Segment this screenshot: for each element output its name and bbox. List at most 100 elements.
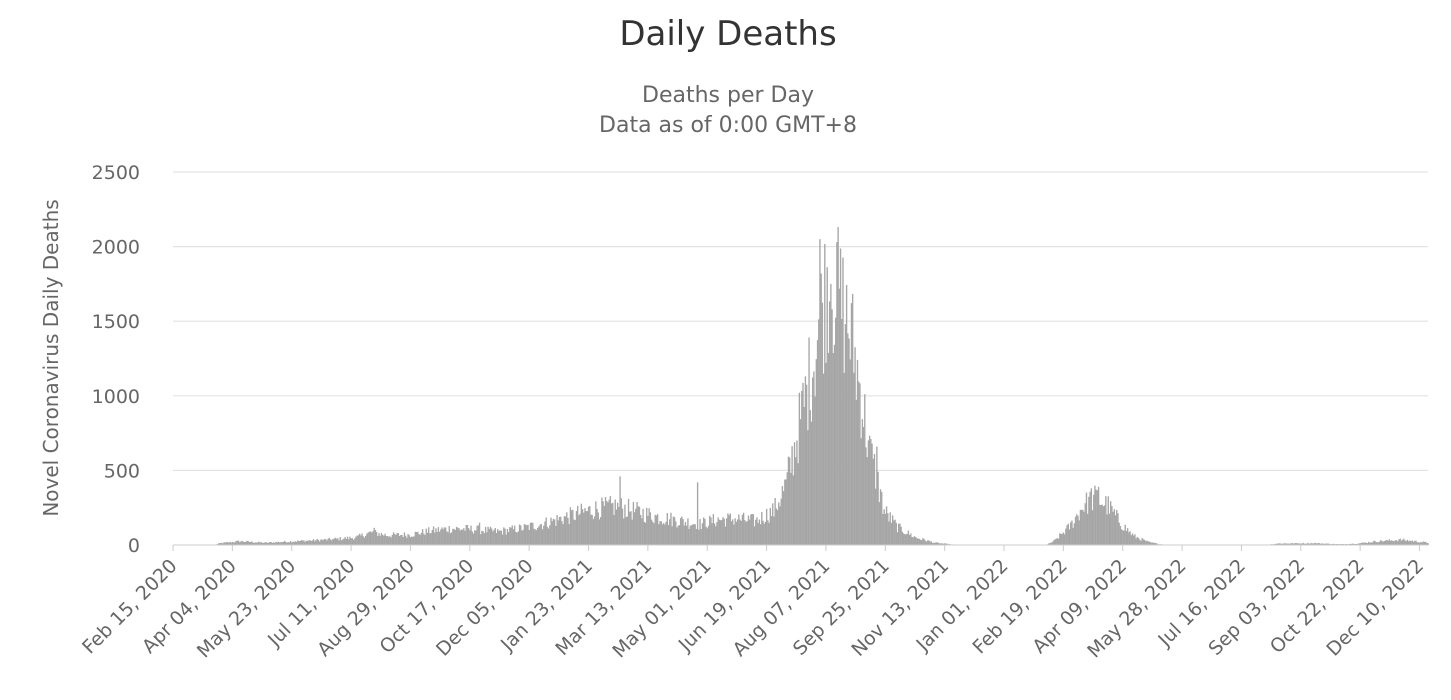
- bar[interactable]: [905, 534, 907, 545]
- bar[interactable]: [1377, 542, 1380, 545]
- bar[interactable]: [283, 540, 286, 545]
- bar[interactable]: [884, 513, 887, 545]
- bar[interactable]: [380, 533, 383, 545]
- bar[interactable]: [654, 514, 656, 545]
- bar[interactable]: [596, 508, 598, 545]
- bar[interactable]: [843, 372, 845, 545]
- bar[interactable]: [246, 540, 248, 545]
- bar[interactable]: [925, 541, 928, 545]
- bar[interactable]: [1054, 539, 1056, 545]
- bar[interactable]: [305, 540, 308, 545]
- bar[interactable]: [1074, 516, 1077, 545]
- bar[interactable]: [883, 509, 885, 545]
- bar[interactable]: [870, 439, 872, 545]
- bar[interactable]: [799, 419, 802, 545]
- bar[interactable]: [404, 535, 407, 545]
- bar[interactable]: [1149, 542, 1152, 545]
- bar[interactable]: [506, 528, 509, 545]
- bar[interactable]: [592, 519, 595, 545]
- bar[interactable]: [707, 525, 710, 545]
- bar[interactable]: [1137, 538, 1140, 545]
- bar[interactable]: [272, 542, 275, 545]
- bar[interactable]: [232, 542, 235, 545]
- bar[interactable]: [762, 520, 764, 545]
- bar[interactable]: [248, 541, 251, 545]
- bar[interactable]: [1345, 543, 1347, 545]
- bar[interactable]: [927, 540, 929, 545]
- bar[interactable]: [476, 525, 478, 545]
- bar[interactable]: [1156, 543, 1158, 545]
- bar[interactable]: [228, 542, 230, 545]
- bar[interactable]: [1108, 513, 1111, 545]
- bar[interactable]: [587, 506, 590, 545]
- bar[interactable]: [351, 538, 354, 545]
- bar[interactable]: [902, 533, 905, 545]
- bar[interactable]: [1380, 540, 1382, 545]
- bar[interactable]: [478, 522, 481, 545]
- bar[interactable]: [793, 442, 796, 545]
- bar[interactable]: [769, 507, 771, 545]
- bar[interactable]: [1318, 542, 1320, 545]
- bar[interactable]: [1427, 543, 1429, 545]
- bar[interactable]: [368, 531, 371, 545]
- bar[interactable]: [480, 534, 482, 545]
- bar[interactable]: [344, 537, 346, 545]
- bar[interactable]: [937, 542, 940, 545]
- bar[interactable]: [623, 518, 625, 545]
- bar[interactable]: [1417, 542, 1420, 545]
- bar[interactable]: [277, 541, 280, 545]
- bar[interactable]: [510, 527, 512, 545]
- bar[interactable]: [1113, 509, 1116, 545]
- bar[interactable]: [727, 513, 729, 545]
- bar[interactable]: [792, 475, 794, 545]
- bar[interactable]: [311, 540, 314, 545]
- bar[interactable]: [787, 456, 790, 545]
- bar[interactable]: [1280, 543, 1283, 545]
- bar[interactable]: [1400, 540, 1403, 545]
- bar[interactable]: [484, 526, 487, 545]
- bar[interactable]: [241, 540, 243, 545]
- bar[interactable]: [900, 526, 902, 545]
- bar[interactable]: [229, 541, 231, 545]
- bar[interactable]: [530, 522, 533, 545]
- bar[interactable]: [923, 539, 925, 545]
- bar[interactable]: [1424, 541, 1427, 545]
- bar[interactable]: [812, 377, 814, 545]
- bar[interactable]: [912, 537, 914, 545]
- bar[interactable]: [922, 538, 924, 545]
- bar[interactable]: [278, 542, 281, 545]
- bar[interactable]: [1111, 506, 1113, 545]
- bar[interactable]: [601, 497, 603, 545]
- bar[interactable]: [581, 509, 584, 545]
- bar[interactable]: [810, 421, 813, 545]
- bar[interactable]: [467, 528, 470, 545]
- bar[interactable]: [569, 507, 572, 545]
- bar[interactable]: [375, 531, 378, 545]
- bar[interactable]: [648, 508, 650, 545]
- bar[interactable]: [1375, 541, 1377, 545]
- bar[interactable]: [1134, 534, 1136, 545]
- bar[interactable]: [948, 543, 951, 545]
- bar[interactable]: [436, 531, 438, 545]
- bar[interactable]: [1056, 538, 1059, 545]
- bar[interactable]: [767, 520, 769, 545]
- bar[interactable]: [945, 543, 947, 545]
- bar[interactable]: [1100, 505, 1102, 545]
- bar[interactable]: [323, 538, 326, 545]
- bar[interactable]: [684, 521, 687, 545]
- bar[interactable]: [403, 532, 406, 545]
- bar[interactable]: [1060, 533, 1062, 545]
- bar[interactable]: [1309, 543, 1312, 545]
- bar[interactable]: [458, 528, 460, 545]
- bar[interactable]: [1323, 543, 1325, 545]
- bar[interactable]: [431, 529, 433, 545]
- bar[interactable]: [739, 519, 741, 545]
- bar[interactable]: [349, 536, 351, 545]
- bar[interactable]: [295, 541, 298, 545]
- bar[interactable]: [432, 526, 435, 545]
- bar[interactable]: [234, 542, 236, 545]
- bar[interactable]: [369, 531, 372, 545]
- bar[interactable]: [644, 522, 647, 545]
- bar[interactable]: [1122, 530, 1124, 545]
- bar[interactable]: [1382, 541, 1384, 545]
